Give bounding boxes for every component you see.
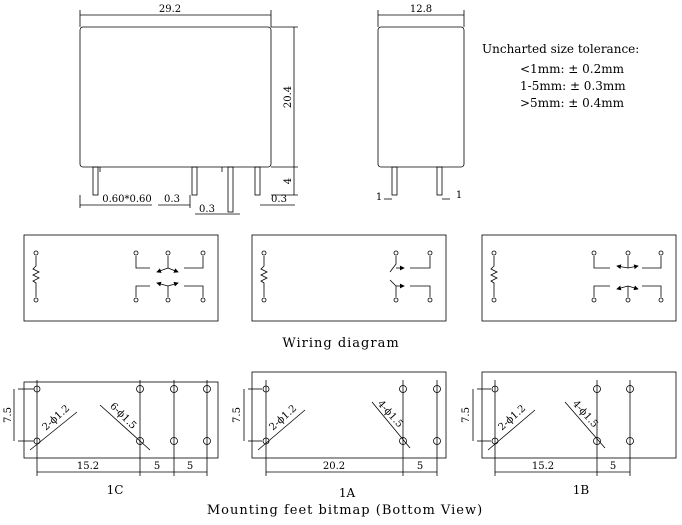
wiring-1c [23,234,219,322]
mount-1a-dim-b: 5 [417,461,423,472]
tolerance-line: <1mm: ± 0.2mm [520,62,625,76]
tolerance-title: Uncharted size tolerance: [482,42,639,56]
front-view [79,10,298,215]
mount-1b-name: 1B [573,483,590,497]
side-body [377,26,465,168]
mount-1b-hole-a: 2-ϕ1.2 [497,403,528,433]
mounting-1a [243,371,447,476]
front-pin [227,166,234,213]
mount-1c-dim-b: 5 [154,461,160,472]
gap-label-1: 0.3 [164,194,180,205]
mount-1a-name: 1A [339,486,356,500]
side-view [377,10,465,200]
gap-label-3: 0.3 [271,194,287,205]
gap-label-2: 0.3 [199,204,215,215]
side-width-label: 12.8 [410,4,432,15]
pin-size-label: 0.60*0.60 [102,194,152,205]
wiring-title: Wiring diagram [282,336,399,351]
mount-1c-dim-c: 5 [187,461,193,472]
front-pin-length-label: 4 [283,178,294,184]
mount-1b-dim-main: 15.2 [532,461,554,472]
mount-1c-dim-main: 15.2 [77,461,99,472]
mount-1b-dim-b: 5 [610,461,616,472]
front-body [79,26,272,168]
side-pin [436,166,443,196]
mount-1b-pitch: 7.5 [461,407,472,423]
tolerance-line: >5mm: ± 0.4mm [520,96,625,110]
front-width-label: 29.2 [159,4,181,15]
front-pin [92,166,99,196]
front-height-label: 20.4 [283,86,294,108]
mount-1a-dim-main: 20.2 [323,461,345,472]
mount-1c-pitch: 7.5 [3,407,14,423]
front-pin [191,166,198,196]
mounting-1b [472,371,677,476]
mount-1a-hole-b: 4-ϕ1.5 [375,399,405,430]
side-pin [391,166,398,196]
mount-1a-pitch: 7.5 [232,407,243,423]
side-pin-offset-right: 1 [456,190,462,201]
mount-1c-name: 1C [107,483,124,497]
mounting-1c [13,380,219,476]
front-pin [254,166,261,196]
tolerance-line: 1-5mm: ± 0.3mm [520,79,626,93]
wiring-1a [251,234,447,322]
side-pin-offset-left: 1 [376,192,382,203]
wiring-1b [481,234,677,322]
mounting-title: Mounting feet bitmap (Bottom View) [207,503,483,518]
